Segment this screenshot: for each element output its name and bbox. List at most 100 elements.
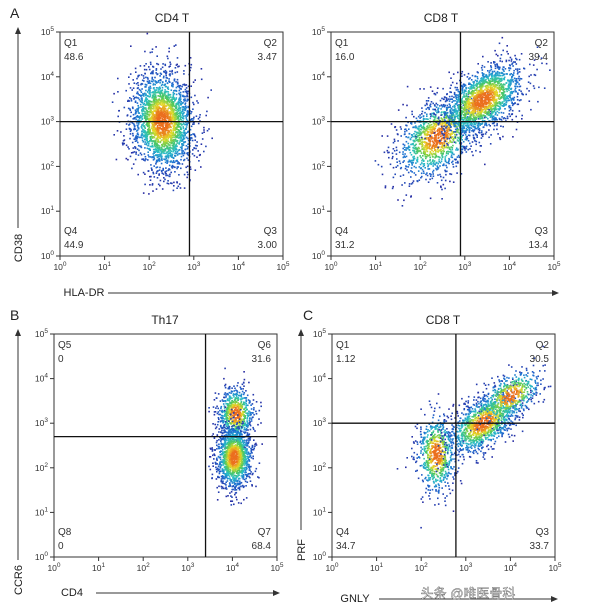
event-point [136, 148, 139, 150]
event-point [458, 142, 461, 145]
event-point [457, 123, 459, 126]
event-point [413, 133, 415, 135]
event-point [479, 103, 482, 106]
event-point [162, 105, 165, 107]
event-point [417, 132, 420, 134]
event-point [442, 123, 444, 125]
event-point [144, 138, 146, 141]
event-point [460, 92, 463, 95]
event-point [432, 144, 434, 147]
event-point [521, 93, 524, 96]
event-point [432, 137, 434, 139]
event-point [491, 108, 494, 110]
event-point [498, 117, 501, 120]
event-point [162, 142, 165, 144]
event-point [449, 104, 451, 107]
event-point [439, 165, 441, 167]
event-point [422, 160, 425, 162]
event-point [169, 119, 172, 122]
event-point [168, 107, 170, 109]
event-point [465, 127, 468, 130]
event-point [191, 153, 194, 155]
event-point [473, 126, 476, 129]
event-point [138, 149, 140, 152]
event-point [410, 123, 413, 125]
event-point [166, 98, 168, 101]
event-point [427, 160, 429, 162]
event-point [159, 75, 161, 77]
event-point [134, 128, 137, 130]
event-point [480, 107, 483, 110]
event-point [490, 74, 493, 77]
event-point [501, 101, 504, 103]
event-point [471, 99, 474, 101]
event-point [175, 104, 178, 106]
event-point [158, 148, 160, 151]
event-point [154, 149, 156, 151]
event-point [149, 82, 152, 85]
event-point [147, 113, 150, 116]
event-point [443, 125, 445, 128]
event-point [439, 131, 441, 133]
event-point [186, 98, 189, 101]
event-point [504, 68, 507, 70]
event-point [145, 93, 147, 95]
event-point [487, 95, 489, 97]
event-point [133, 117, 136, 119]
event-point [441, 142, 443, 144]
event-point [475, 127, 478, 130]
event-point [137, 116, 139, 119]
event-point [521, 114, 523, 117]
event-point [486, 124, 488, 127]
event-point [448, 157, 450, 160]
event-point [166, 133, 168, 136]
event-point [149, 128, 151, 131]
event-point [162, 143, 164, 145]
event-point [508, 89, 510, 92]
event-point [131, 106, 134, 109]
event-point [186, 171, 189, 173]
event-point [418, 140, 420, 142]
event-point [162, 151, 164, 154]
event-point [444, 158, 446, 160]
event-point [467, 126, 470, 128]
event-point [190, 125, 193, 128]
event-point [156, 136, 159, 138]
event-point [421, 138, 423, 140]
event-point [396, 149, 398, 152]
event-point [505, 95, 508, 98]
event-point [424, 152, 426, 154]
event-point [151, 116, 154, 119]
event-point [432, 165, 434, 167]
event-point [157, 155, 160, 158]
event-point [478, 129, 481, 132]
event-point [433, 119, 436, 122]
event-point [133, 138, 136, 140]
event-point [168, 148, 170, 150]
event-point [465, 147, 467, 150]
event-point [430, 126, 433, 128]
event-point [430, 101, 433, 103]
event-point [482, 73, 484, 75]
event-point [441, 126, 444, 129]
event-point [431, 145, 434, 148]
event-point [174, 100, 176, 102]
event-point [159, 87, 161, 90]
event-point [173, 101, 175, 103]
event-point [174, 166, 176, 169]
event-point [176, 126, 178, 129]
panel-letter: A [10, 5, 20, 21]
event-point [164, 69, 167, 72]
event-point [176, 121, 179, 124]
event-point [468, 127, 470, 130]
event-point [135, 110, 137, 113]
event-point [425, 128, 428, 130]
event-point [155, 154, 157, 157]
event-point [171, 111, 174, 113]
event-point [172, 97, 174, 100]
event-point [434, 127, 437, 130]
event-point [460, 110, 463, 113]
event-point [446, 146, 448, 149]
event-point [151, 144, 154, 147]
event-point [475, 94, 478, 97]
